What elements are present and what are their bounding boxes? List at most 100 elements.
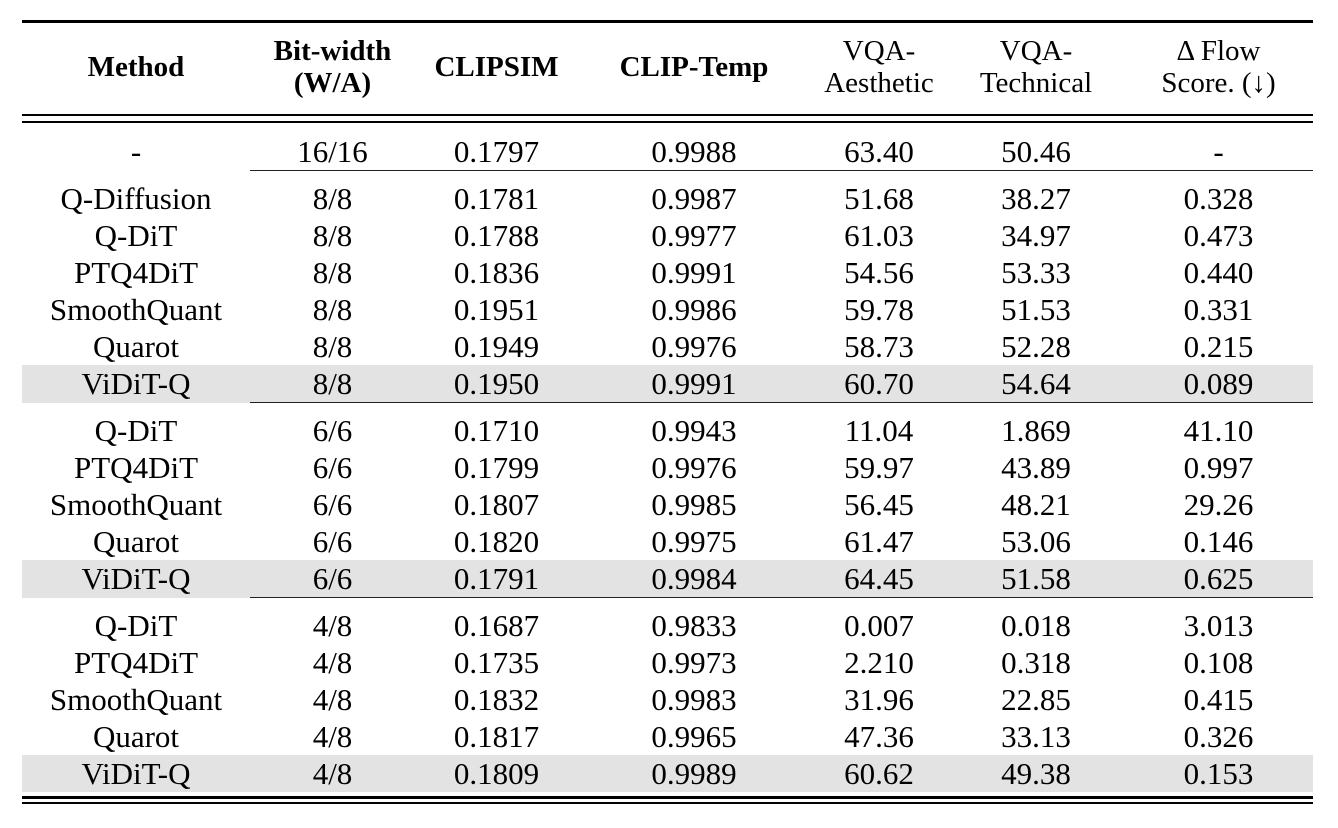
value-cell: 6/6 <box>312 487 353 522</box>
value-cell: 50.46 <box>1001 134 1071 169</box>
value-cell: 54.64 <box>948 365 1124 403</box>
method-cell: Q-Diffusion <box>60 181 212 216</box>
value-cell: 0.997 <box>1183 450 1254 485</box>
value-cell: 59.97 <box>844 450 914 485</box>
column-header-line1: Δ Flow <box>1176 35 1261 67</box>
value-cell: 0.9977 <box>651 218 737 253</box>
highlighted-row: ViDiT-Q 4/8 0.1809 0.9989 60.62 49.38 0.153 <box>22 755 1313 792</box>
column-header-line1: Method <box>87 51 185 83</box>
method-cell: - <box>130 134 142 170</box>
table-row: SmoothQuant 4/8 0.1832 0.9983 31.96 22.85 0.41… <box>22 681 1313 718</box>
value-cell: - <box>1213 134 1224 169</box>
value-cell: 8/8 <box>250 365 415 403</box>
value-cell: 0.1687 <box>453 608 540 643</box>
value-cell: 58.73 <box>844 329 914 364</box>
value-cell: 0.1791 <box>415 560 578 598</box>
method-cell: SmoothQuant <box>49 487 223 522</box>
method-cell: PTQ4DiT <box>74 255 198 290</box>
value-cell: 0.9986 <box>651 292 737 327</box>
header-rule-lower <box>22 121 1313 123</box>
value-cell: 48.21 <box>1001 487 1071 522</box>
value-cell: 34.97 <box>1001 218 1071 253</box>
method-cell: SmoothQuant <box>49 682 223 717</box>
value-cell: 49.38 <box>948 755 1124 792</box>
value-cell: 0.1809 <box>415 755 578 792</box>
value-cell: 0.9976 <box>651 450 737 485</box>
value-cell: 11.04 <box>844 413 914 448</box>
value-cell: 0.1788 <box>453 218 540 253</box>
value-cell: 0.1949 <box>453 329 540 364</box>
table-row: Q-Diffusion 8/8 0.1781 0.9987 51.68 38.27 0.32… <box>22 180 1313 217</box>
column-header: Δ Flow Score. (↓) <box>1124 23 1313 111</box>
results-table-figure: Method Bit-width (W/A) CLIPSIM CLIP-Temp VQA-… <box>22 20 1313 804</box>
value-cell: 63.40 <box>844 134 914 169</box>
value-cell: 4/8 <box>312 645 353 680</box>
value-cell: 6/6 <box>250 560 415 598</box>
header-row: Method Bit-width (W/A) CLIPSIM CLIP-Temp VQA-… <box>22 23 1313 111</box>
value-cell: 6/6 <box>312 450 353 485</box>
value-cell: 8/8 <box>312 181 353 216</box>
value-cell: 59.78 <box>844 292 914 327</box>
value-cell: 0.440 <box>1183 255 1254 290</box>
table-row: PTQ4DiT 6/6 0.1799 0.9976 59.97 43.89 0.997 <box>22 449 1313 486</box>
value-cell: 0.215 <box>1183 329 1254 364</box>
value-cell: 51.53 <box>1001 292 1071 327</box>
method-cell: Quarot <box>92 329 180 364</box>
results-table: Method Bit-width (W/A) CLIPSIM CLIP-Temp VQA-… <box>22 23 1313 111</box>
value-cell: 52.28 <box>1001 329 1071 364</box>
value-cell: 29.26 <box>1183 487 1254 522</box>
value-cell: 31.96 <box>844 682 914 717</box>
value-cell: 8/8 <box>312 218 353 253</box>
value-cell: 22.85 <box>1001 682 1071 717</box>
table-header: Method Bit-width (W/A) CLIPSIM CLIP-Temp VQA-… <box>22 23 1313 111</box>
method-cell: PTQ4DiT <box>74 450 198 485</box>
column-header-line2: (W/A) <box>293 67 372 99</box>
value-cell: 0.1710 <box>453 413 540 448</box>
value-cell: 61.47 <box>844 524 914 559</box>
value-cell: 0.625 <box>1124 560 1313 598</box>
value-cell: 61.03 <box>844 218 914 253</box>
table-row: Q-DiT 6/6 0.1710 0.9943 11.04 1.869 41.10 <box>22 412 1313 449</box>
value-cell: 0.018 <box>1001 608 1071 643</box>
bottom-rule-lower <box>22 802 1313 804</box>
value-cell: 0.473 <box>1183 218 1254 253</box>
value-cell: 0.1951 <box>453 292 540 327</box>
value-cell: 0.9833 <box>651 608 737 643</box>
value-cell: 33.13 <box>1001 719 1071 754</box>
value-cell: 8/8 <box>312 329 353 364</box>
results-table-body: - 16/16 0.1797 0.9988 63.40 50.46 - Q-Diffusion… <box>22 123 1313 792</box>
value-cell: 0.1817 <box>453 719 540 754</box>
value-cell: 0.007 <box>844 608 914 643</box>
table-body: - 16/16 0.1797 0.9988 63.40 50.46 - Q-Diffusion… <box>22 123 1313 792</box>
table-row: PTQ4DiT 8/8 0.1836 0.9991 54.56 53.33 0.440 <box>22 254 1313 291</box>
value-cell: 0.1820 <box>453 524 540 559</box>
column-header-line1: CLIPSIM <box>434 51 559 83</box>
method-cell: Q-DiT <box>94 413 178 448</box>
value-cell: 0.9985 <box>651 487 737 522</box>
value-cell: 0.9989 <box>578 755 810 792</box>
table-row: Q-DiT 4/8 0.1687 0.9833 0.007 0.018 3.013 <box>22 607 1313 644</box>
top-rule <box>22 20 1313 23</box>
method-cell: PTQ4DiT <box>74 645 198 680</box>
method-cell: Quarot <box>92 719 180 754</box>
value-cell: 6/6 <box>312 413 353 448</box>
value-cell: 51.68 <box>844 181 914 216</box>
column-header-line2: Score. (↓) <box>1161 67 1276 99</box>
value-cell: 0.9984 <box>578 560 810 598</box>
value-cell: 41.10 <box>1183 413 1254 448</box>
method-cell: ViDiT-Q <box>22 560 250 598</box>
value-cell: 0.9991 <box>651 255 737 290</box>
value-cell: 2.210 <box>844 645 914 680</box>
value-cell: 0.1781 <box>453 181 540 216</box>
value-cell: 0.146 <box>1183 524 1254 559</box>
value-cell: 0.108 <box>1183 645 1254 680</box>
value-cell: 0.1807 <box>453 487 540 522</box>
value-cell: 8/8 <box>312 292 353 327</box>
column-header-line1: CLIP-Temp <box>619 51 769 83</box>
value-cell: 0.1832 <box>453 682 540 717</box>
value-cell: 0.1836 <box>453 255 540 290</box>
value-cell: 0.318 <box>1001 645 1071 680</box>
value-cell: 1.869 <box>1001 413 1071 448</box>
column-header-line2: Aesthetic <box>824 67 934 99</box>
value-cell: 38.27 <box>1001 181 1071 216</box>
